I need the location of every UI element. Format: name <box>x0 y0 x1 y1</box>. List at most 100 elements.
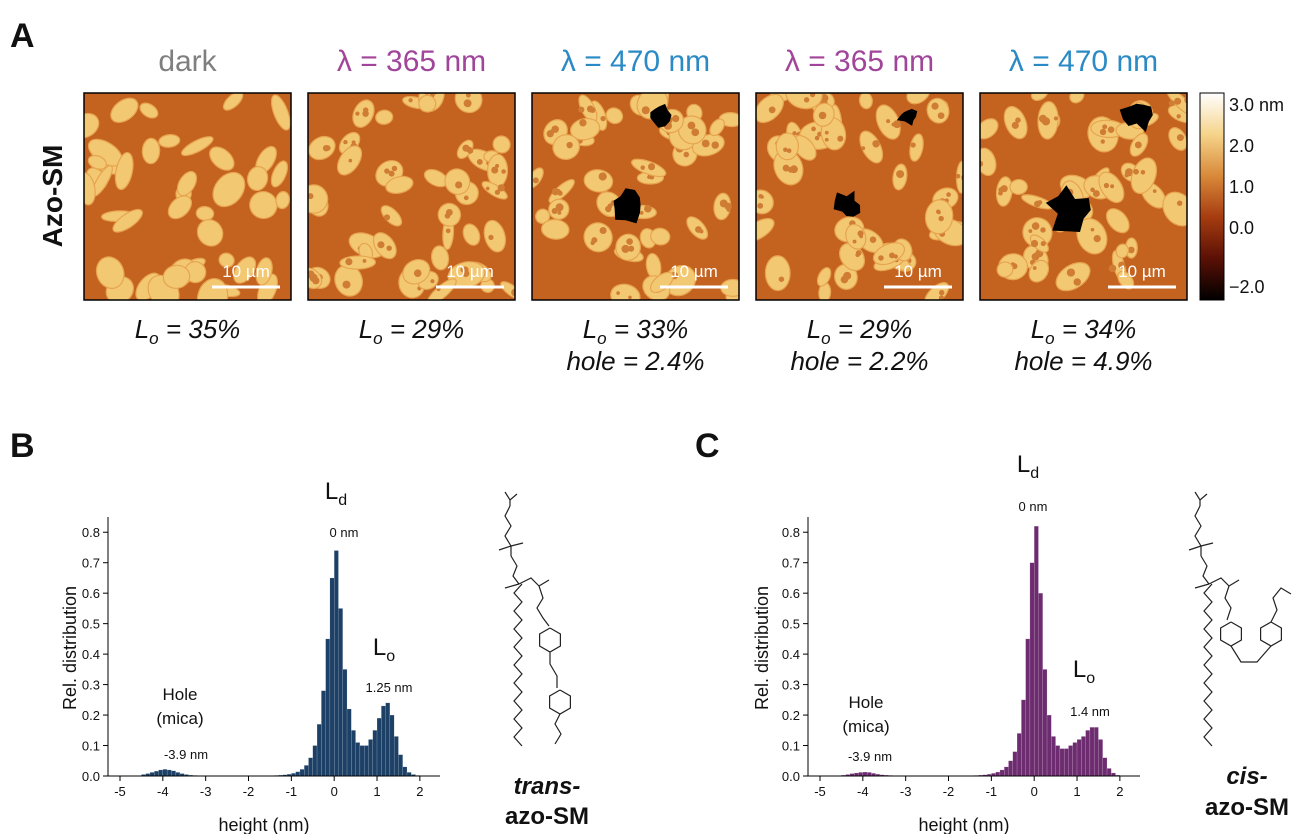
domain-pit <box>349 159 353 163</box>
page: A B C Azo-SM trans- azo-SM cis- azo-SM d… <box>0 0 1312 834</box>
y-tick-label: 0.7 <box>82 556 100 571</box>
domain-pit <box>1031 240 1038 247</box>
y-tick-label: 0.5 <box>82 617 100 632</box>
scale-bar-label: 10 µm <box>1118 262 1166 281</box>
bond <box>1201 543 1213 546</box>
domain-pit <box>910 142 915 147</box>
histogram-bar <box>1030 563 1034 776</box>
domain-pit <box>323 145 329 151</box>
domain-pit <box>938 112 945 119</box>
domain-pit <box>533 177 539 183</box>
lo-fraction: Lo = 29% <box>359 314 465 348</box>
histogram-bar <box>154 771 158 776</box>
bond <box>1195 492 1207 500</box>
domain-pit <box>938 216 943 221</box>
lo-domain <box>142 138 160 164</box>
lo-symbol: L <box>583 314 597 344</box>
domain-pit <box>552 188 559 195</box>
domain-pit <box>946 192 951 197</box>
domain-pit <box>712 141 719 148</box>
panel-label: A <box>10 17 35 55</box>
histogram-bar <box>1051 736 1055 776</box>
domain-pit <box>684 152 690 158</box>
histogram-bar <box>1034 526 1038 776</box>
domain-pit <box>819 112 827 120</box>
histogram-bar <box>159 770 163 776</box>
histogram-bar <box>1081 736 1085 776</box>
domain-pit <box>1110 184 1114 188</box>
histogram-bar <box>859 772 863 776</box>
colorbar-label: 2.0 <box>1229 136 1254 156</box>
domain-pit <box>455 181 462 188</box>
histogram-bar <box>356 742 360 776</box>
domain-pit <box>1100 129 1106 135</box>
histogram-bar <box>368 739 372 776</box>
domain-pit <box>600 227 607 234</box>
domain-pit <box>691 128 699 136</box>
hole-label: Hole <box>849 693 884 712</box>
afm-image <box>67 89 294 320</box>
domain-pit <box>414 269 422 277</box>
domain-pit <box>757 203 763 209</box>
x-tick-label: -3 <box>900 784 912 799</box>
domain-pit <box>446 228 451 233</box>
domain-pit <box>783 147 788 152</box>
histogram-bar <box>1017 733 1021 776</box>
molecule-label: cis- <box>1226 763 1267 790</box>
hole-fraction: hole = 2.4% <box>566 346 704 376</box>
domain-pit <box>1102 124 1107 129</box>
domain-pit <box>1091 228 1095 232</box>
histogram-bar <box>321 691 325 776</box>
x-tick-label: 0 <box>331 784 338 799</box>
domain-pit <box>937 210 941 214</box>
bond <box>1204 584 1212 746</box>
domain-pit <box>896 170 904 178</box>
histogram-bar <box>1073 742 1077 776</box>
histogram-bar <box>1068 746 1072 776</box>
lo-symbol: L <box>1031 314 1045 344</box>
column-title: dark <box>158 45 217 78</box>
peak-height: 0 nm <box>1019 499 1048 514</box>
lo-value: = 35% <box>159 314 241 344</box>
bond <box>539 580 549 586</box>
lo-subscript: o <box>373 329 382 348</box>
domain-pit <box>787 148 792 153</box>
domain-pit <box>495 190 500 195</box>
histogram-bar <box>407 772 411 776</box>
domain-pit <box>501 169 506 174</box>
domain-pit <box>672 115 679 122</box>
domain-pit <box>621 245 629 253</box>
x-tick-label: -2 <box>943 784 955 799</box>
x-tick-label: -2 <box>243 784 255 799</box>
y-tick-label: 0.0 <box>82 769 100 784</box>
histogram-bar <box>1038 593 1042 776</box>
domain-pit <box>599 172 607 180</box>
histogram-bar <box>1008 761 1012 776</box>
bond <box>499 546 511 550</box>
domain-pit <box>600 116 605 121</box>
colorbar-label: 3.0 nm <box>1229 95 1284 115</box>
afm-image <box>973 83 1201 300</box>
column-title: λ = 365 nm <box>337 45 486 78</box>
domain-pit <box>811 127 816 132</box>
histogram-bar <box>330 578 334 776</box>
x-tick-label: 2 <box>416 784 423 799</box>
x-tick-label: -3 <box>200 784 212 799</box>
domain-pit <box>804 97 809 102</box>
ring <box>1261 622 1282 646</box>
domain-pit <box>843 272 851 280</box>
scale-bar-label: 10 µm <box>222 262 270 281</box>
colorbar-label: −2.0 <box>1229 277 1265 297</box>
x-tick-label: 0 <box>1031 784 1038 799</box>
phase-symbol: L <box>1073 656 1086 683</box>
hole-label: (mica) <box>156 709 203 728</box>
lo-fraction: Lo = 29% <box>807 314 913 348</box>
domain-pit <box>1108 126 1115 133</box>
domain-pit <box>464 195 469 200</box>
ring <box>550 690 571 714</box>
domain-pit <box>578 107 584 113</box>
y-tick-label: 0.6 <box>82 586 100 601</box>
histogram-bar <box>1021 700 1025 776</box>
domain-pit <box>702 140 710 148</box>
peak-height: 1.25 nm <box>366 680 413 695</box>
